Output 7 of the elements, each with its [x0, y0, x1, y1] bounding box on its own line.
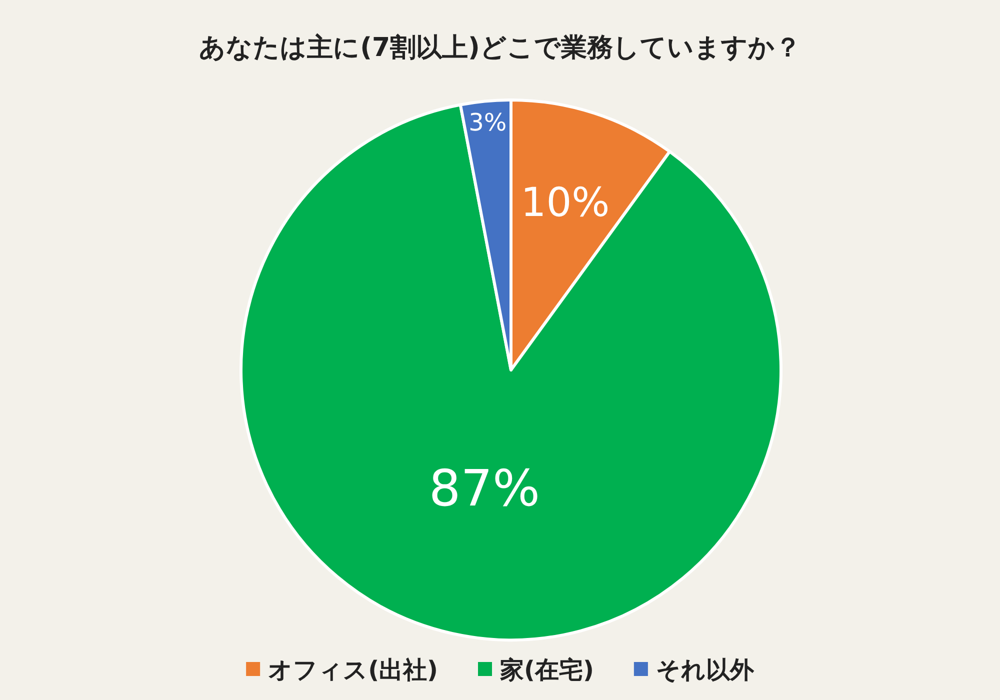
chart-title: あなたは主に(7割以上)どこで業務していますか？ — [199, 33, 801, 63]
legend-label: オフィス(出社) — [268, 656, 438, 684]
data-label: 3% — [468, 108, 507, 137]
data-label: 10% — [520, 180, 610, 226]
data-label: 87% — [428, 460, 540, 518]
legend-label: 家(在宅) — [499, 656, 594, 684]
legend-label: それ以外 — [656, 656, 755, 684]
